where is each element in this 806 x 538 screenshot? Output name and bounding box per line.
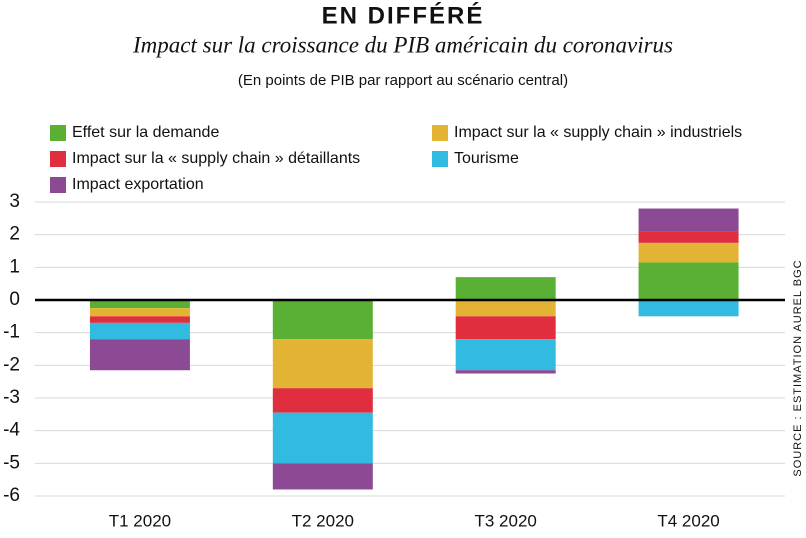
source: SOURCE : ESTIMATION AUREL BGC [792, 259, 804, 476]
bar-segment [272, 412, 373, 464]
bar-segment [638, 242, 739, 263]
bar-segment [89, 308, 190, 317]
legend-label: Impact sur la « supply chain » industrie… [454, 124, 742, 141]
bar-segment [89, 300, 190, 309]
bar-segment [638, 300, 739, 317]
legend-swatch [50, 151, 66, 167]
bar-segment [89, 316, 190, 323]
bar-segment [455, 339, 556, 371]
y-tick-label: -1 [3, 322, 20, 343]
bar-segment [89, 322, 190, 340]
y-tick-label: 1 [9, 256, 20, 277]
bar-segment [638, 231, 739, 243]
bar-segment [455, 277, 556, 300]
chart-subtitle: Impact sur la croissance du PIB américai… [132, 32, 673, 57]
bar-segment [455, 300, 556, 317]
legend-label: Effet sur la demande [72, 124, 219, 141]
bar-segment [272, 339, 373, 389]
legend-swatch [432, 151, 448, 167]
y-tick-label: -3 [3, 387, 20, 408]
y-tick-label: -6 [3, 485, 20, 506]
chart-note: (En points de PIB par rapport au scénari… [238, 72, 568, 89]
bar-segment [638, 208, 739, 232]
bar-segment [272, 388, 373, 413]
y-tick-label: 0 [9, 289, 20, 310]
x-tick-label: T1 2020 [109, 511, 171, 530]
y-tick-label: 2 [9, 224, 20, 245]
bar-segment [272, 463, 373, 490]
legend-label: Tourisme [454, 150, 519, 167]
bar-segment [272, 300, 373, 340]
y-tick-label: -4 [3, 420, 20, 441]
legend-swatch [50, 125, 66, 141]
bar-segment [455, 316, 556, 340]
x-tick-label: T4 2020 [657, 511, 719, 530]
legend-label: Impact sur la « supply chain » détaillan… [72, 150, 360, 167]
x-tick-label: T2 2020 [292, 511, 354, 530]
bar-segment [455, 370, 556, 374]
chart-title: EN DIFFÉRÉ [322, 1, 485, 29]
x-tick-label: T3 2020 [474, 511, 536, 530]
y-tick-label: 3 [9, 191, 20, 212]
y-tick-label: -2 [3, 354, 20, 375]
y-tick-label: -5 [3, 452, 20, 473]
legend-label: Impact exportation [72, 176, 204, 193]
legend-swatch [50, 177, 66, 193]
bar-segment [89, 339, 190, 371]
legend-swatch [432, 125, 448, 141]
bar-segment [638, 262, 739, 300]
